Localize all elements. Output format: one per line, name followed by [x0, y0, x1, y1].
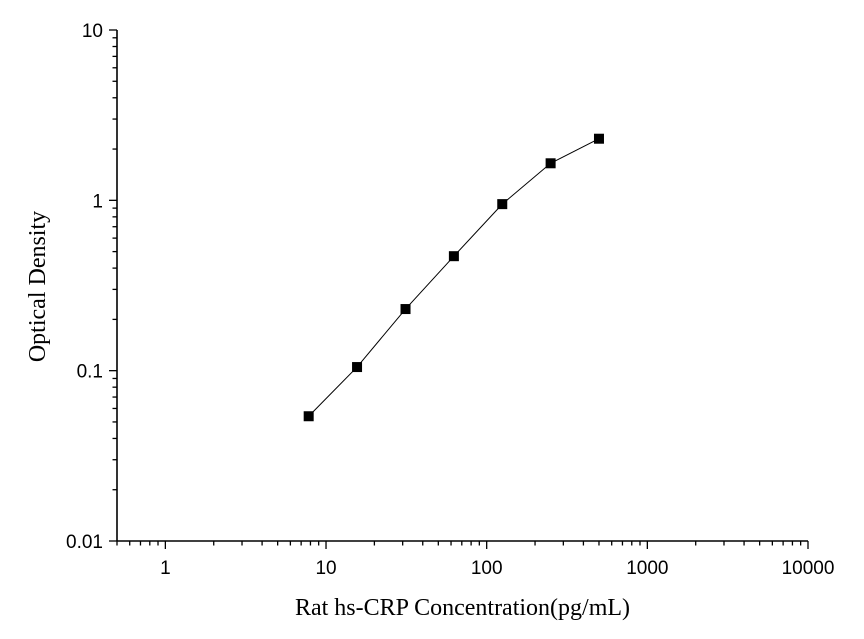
data-point-marker [545, 158, 556, 169]
data-point-marker [448, 251, 459, 262]
y-axis-title: Optical Density [25, 211, 51, 362]
data-point-marker [400, 304, 411, 315]
y-tick-label: 0.01 [66, 532, 103, 553]
y-tick-label: 1 [92, 191, 103, 212]
x-tick-label: 10000 [782, 558, 835, 579]
x-tick-label: 10 [315, 558, 336, 579]
x-tick-label: 1000 [626, 558, 668, 579]
plot-area [303, 133, 604, 422]
x-tick-label: 1 [160, 558, 171, 579]
x-tick-label: 100 [471, 558, 503, 579]
x-axis-title: Rat hs-CRP Concentration(pg/mL) [295, 595, 630, 621]
y-tick-label: 0.1 [77, 362, 103, 383]
axes [109, 29, 809, 549]
y-tick-labels: 0.01 0.1 1 10 [66, 21, 103, 553]
data-point-marker [352, 362, 363, 373]
data-point-marker [593, 133, 604, 144]
data-point-marker [303, 411, 314, 422]
data-point-marker [497, 199, 508, 210]
x-tick-labels: 1 10 100 1000 10000 [160, 558, 834, 579]
y-tick-label: 10 [82, 21, 103, 42]
series-line [308, 138, 600, 417]
